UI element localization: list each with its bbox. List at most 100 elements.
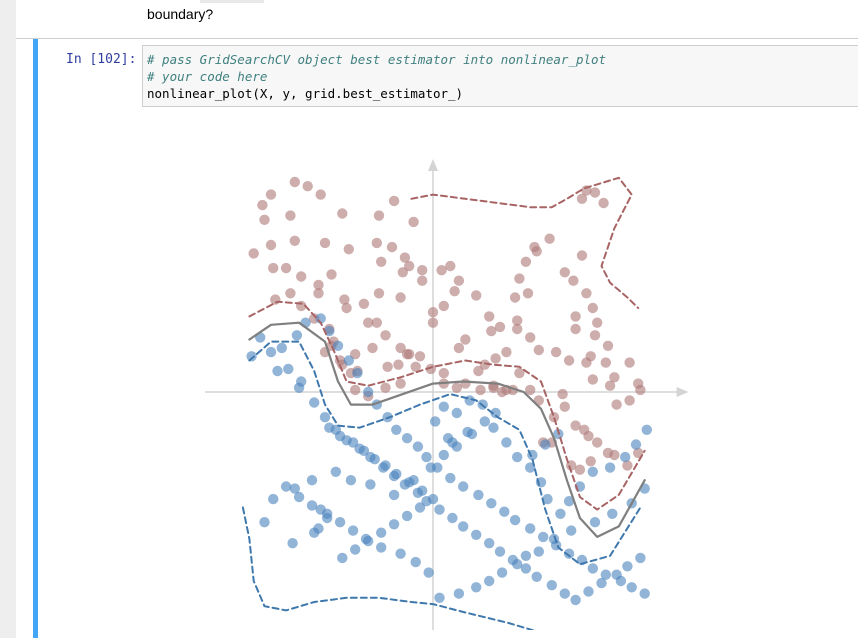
- data-point-class-0: [438, 300, 449, 312]
- data-point-class-1: [559, 588, 570, 599]
- data-point-class-1: [272, 365, 283, 377]
- data-point-class-0: [373, 288, 385, 299]
- data-point-class-1: [451, 441, 462, 452]
- data-point-class-1: [434, 592, 445, 603]
- data-point-class-1: [471, 529, 482, 540]
- data-point-class-0: [350, 384, 361, 396]
- data-point-class-1: [525, 462, 536, 473]
- data-point-class-1: [309, 397, 320, 408]
- data-point-class-1: [404, 477, 415, 488]
- data-point-class-0: [417, 275, 428, 286]
- data-point-class-1: [434, 504, 445, 515]
- data-point-class-1: [334, 430, 346, 442]
- data-point-class-0: [514, 273, 525, 284]
- data-point-class-1: [410, 556, 421, 568]
- data-point-class-0: [622, 460, 633, 471]
- data-point-class-1: [280, 481, 292, 492]
- data-point-class-0: [585, 456, 596, 467]
- data-point-class-0: [371, 237, 382, 249]
- data-point-class-0: [248, 248, 259, 259]
- data-point-class-1: [540, 439, 551, 450]
- data-point-class-0: [395, 292, 406, 303]
- data-point-class-0: [484, 311, 495, 322]
- data-point-class-1: [412, 441, 424, 452]
- data-point-class-1: [391, 424, 402, 435]
- data-point-class-1: [488, 422, 499, 433]
- data-point-class-1: [438, 449, 449, 461]
- code-line-2[interactable]: # your code here: [147, 69, 268, 84]
- data-point-class-0: [587, 374, 598, 385]
- data-point-class-1: [287, 538, 298, 549]
- data-point-class-0: [576, 193, 588, 204]
- data-point-class-0: [460, 334, 471, 345]
- data-point-class-0: [544, 233, 555, 244]
- data-point-class-0: [514, 367, 525, 379]
- data-point-class-1: [347, 437, 359, 448]
- data-point-class-0: [399, 252, 411, 263]
- data-point-class-0: [525, 384, 536, 396]
- markdown-clipped-fragment: [200, 0, 264, 3]
- data-point-class-0: [522, 288, 534, 299]
- data-point-class-1: [538, 531, 549, 543]
- data-point-class-1: [566, 525, 577, 536]
- data-point-class-1: [563, 548, 575, 559]
- data-point-class-0: [479, 359, 490, 370]
- data-point-class-1: [641, 424, 652, 435]
- code-editor[interactable]: # pass GridSearchCV object best estimato…: [142, 45, 858, 107]
- data-point-class-0: [570, 311, 581, 322]
- data-point-class-0: [285, 288, 296, 299]
- data-point-class-1: [525, 523, 536, 534]
- data-point-class-1: [306, 500, 318, 511]
- data-point-class-0: [589, 187, 601, 198]
- code-cell[interactable]: [33, 39, 858, 638]
- cell-selection-bar: [33, 39, 38, 638]
- data-point-class-1: [430, 416, 441, 427]
- data-point-class-0: [367, 342, 378, 354]
- data-point-class-0: [490, 353, 501, 364]
- code-line-3[interactable]: nonlinear_plot(X, y, grid.best_estimator…: [147, 86, 464, 101]
- data-point-class-0: [371, 317, 382, 328]
- data-point-class-0: [350, 349, 361, 360]
- data-point-class-0: [339, 294, 350, 305]
- data-point-class-1: [293, 491, 305, 503]
- data-point-class-0: [313, 279, 324, 291]
- data-point-class-1: [555, 508, 566, 519]
- data-point-class-1: [363, 386, 374, 398]
- data-point-class-1: [369, 454, 380, 465]
- data-point-class-0: [436, 265, 447, 276]
- data-point-class-1: [447, 512, 458, 524]
- data-point-class-1: [473, 489, 484, 501]
- margin-line-class-0-top: [410, 176, 640, 309]
- data-point-class-1: [306, 475, 318, 486]
- data-point-class-1: [427, 493, 439, 505]
- data-point-class-1: [596, 577, 607, 589]
- data-point-class-0: [395, 342, 406, 354]
- data-point-class-0: [408, 216, 419, 228]
- data-point-class-0: [395, 378, 406, 389]
- data-point-class-1: [520, 563, 532, 574]
- data-point-class-0: [380, 382, 391, 393]
- data-point-class-1: [458, 481, 469, 492]
- data-point-class-1: [363, 535, 374, 547]
- code-line-1[interactable]: # pass GridSearchCV object best estimato…: [147, 52, 607, 67]
- cell-prompt: In [102]:: [66, 52, 137, 67]
- data-point-class-1: [347, 525, 359, 536]
- data-point-class-0: [388, 195, 400, 207]
- data-point-class-1: [395, 548, 406, 559]
- data-point-class-0: [376, 256, 387, 267]
- data-point-class-0: [289, 176, 300, 188]
- data-point-class-0: [548, 412, 560, 423]
- data-point-class-1: [583, 586, 594, 597]
- data-point-class-1: [466, 428, 478, 440]
- data-point-class-0: [598, 197, 609, 209]
- data-point-class-1: [484, 575, 495, 587]
- data-point-class-1: [453, 588, 465, 599]
- data-point-class-0: [453, 342, 465, 354]
- data-point-class-1: [486, 498, 497, 509]
- data-point-class-0: [425, 363, 436, 375]
- data-point-class-0: [280, 262, 292, 274]
- data-point-class-0: [512, 315, 523, 326]
- data-point-class-0: [609, 372, 620, 383]
- data-point-class-1: [376, 527, 387, 538]
- data-point-class-0: [525, 332, 536, 343]
